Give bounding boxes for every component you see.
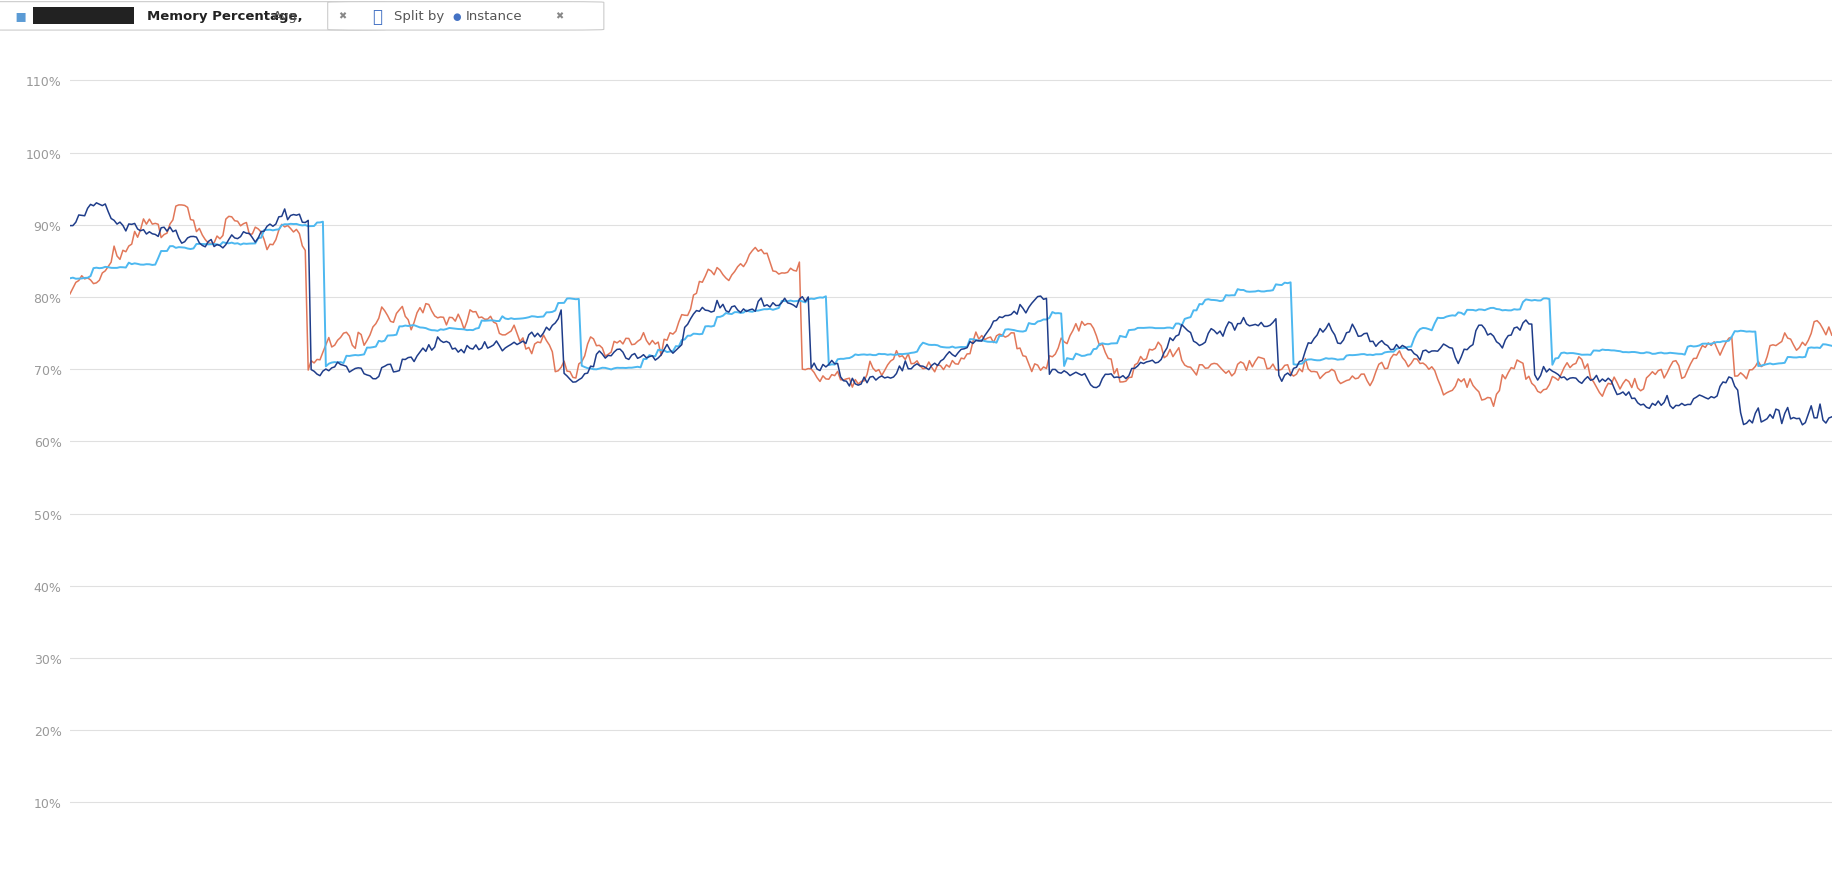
Bar [33,8,134,25]
FancyBboxPatch shape [0,3,387,31]
FancyBboxPatch shape [328,3,604,31]
Text: ✖: ✖ [339,11,346,22]
Text: ✖: ✖ [556,11,563,22]
Text: Split by: Split by [394,10,444,23]
Text: ●: ● [453,11,462,22]
Text: ▪: ▪ [15,8,28,25]
Text: ⸬: ⸬ [372,8,381,25]
Text: Instance: Instance [466,10,523,23]
Text: Memory Percentage,: Memory Percentage, [147,10,304,23]
Text: Avg: Avg [272,10,296,23]
